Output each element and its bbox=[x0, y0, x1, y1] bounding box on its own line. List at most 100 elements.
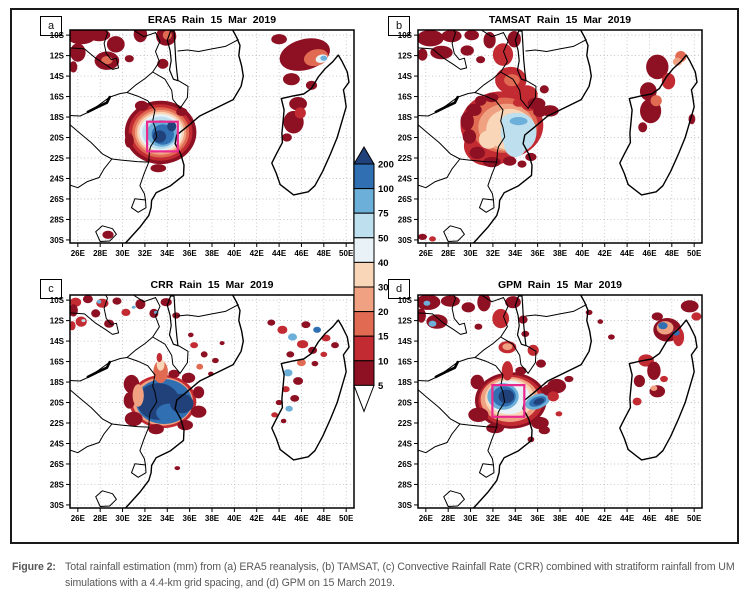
svg-text:30: 30 bbox=[378, 283, 389, 294]
svg-text:12S: 12S bbox=[50, 317, 65, 326]
panel-c-map: CRR Rain 15 Mar 2019 26E 28E 30E 32E 34E 36E 38… bbox=[50, 279, 355, 523]
svg-text:34E: 34E bbox=[508, 249, 523, 258]
svg-text:22S: 22S bbox=[398, 419, 413, 428]
svg-text:50: 50 bbox=[378, 233, 389, 244]
svg-text:38E: 38E bbox=[553, 249, 568, 258]
svg-text:50E: 50E bbox=[687, 514, 702, 523]
svg-text:48E: 48E bbox=[665, 249, 680, 258]
svg-text:14S: 14S bbox=[50, 337, 65, 346]
panel-d-study-box bbox=[491, 383, 526, 418]
svg-text:26E: 26E bbox=[71, 514, 86, 523]
svg-text:46E: 46E bbox=[642, 249, 657, 258]
svg-text:32E: 32E bbox=[486, 249, 501, 258]
colorbar-labels: 200 100 75 50 40 30 20 15 10 5 bbox=[378, 160, 394, 392]
panel-c-axis-labels: 26E 28E 30E 32E 34E 36E 38E 40E 42E 44E 46E 48E 50E 1… bbox=[50, 296, 354, 523]
caption-label: Figure 2: bbox=[12, 561, 56, 573]
panel-label-b: b bbox=[388, 16, 410, 36]
svg-text:32E: 32E bbox=[138, 514, 153, 523]
svg-text:28S: 28S bbox=[398, 480, 413, 489]
colorbar-arrow-top bbox=[353, 146, 375, 165]
svg-text:20S: 20S bbox=[398, 134, 413, 143]
svg-text:30E: 30E bbox=[115, 514, 130, 523]
svg-text:22S: 22S bbox=[50, 419, 65, 428]
svg-text:24S: 24S bbox=[398, 439, 413, 448]
svg-text:48E: 48E bbox=[665, 514, 680, 523]
svg-text:34E: 34E bbox=[160, 249, 175, 258]
panel-b-title: TAMSAT Rain 15 Mar 2019 bbox=[489, 14, 631, 26]
svg-text:26E: 26E bbox=[71, 249, 86, 258]
svg-text:20S: 20S bbox=[50, 399, 65, 408]
svg-text:16S: 16S bbox=[398, 93, 413, 102]
svg-text:16S: 16S bbox=[50, 358, 65, 367]
svg-text:12S: 12S bbox=[398, 317, 413, 326]
panel-label-d: d bbox=[388, 279, 410, 299]
svg-text:50E: 50E bbox=[339, 514, 354, 523]
svg-text:14S: 14S bbox=[398, 72, 413, 81]
svg-text:10S: 10S bbox=[50, 296, 65, 305]
svg-text:34E: 34E bbox=[508, 514, 523, 523]
svg-text:16S: 16S bbox=[398, 358, 413, 367]
svg-text:40E: 40E bbox=[227, 249, 242, 258]
svg-text:42E: 42E bbox=[250, 514, 265, 523]
svg-text:100: 100 bbox=[378, 184, 394, 195]
panel-label-a: a bbox=[40, 16, 62, 36]
svg-text:26S: 26S bbox=[398, 195, 413, 204]
svg-text:24S: 24S bbox=[398, 174, 413, 183]
svg-text:44E: 44E bbox=[272, 514, 287, 523]
svg-text:36E: 36E bbox=[183, 249, 198, 258]
svg-text:32E: 32E bbox=[486, 514, 501, 523]
svg-text:10: 10 bbox=[378, 356, 389, 367]
svg-text:16S: 16S bbox=[50, 93, 65, 102]
panel-c-coastlines bbox=[70, 295, 350, 508]
svg-text:5: 5 bbox=[378, 381, 384, 392]
panel-a-map: ERA5 Rain 15 Mar 2019 26E 28E 30E 32E 34E 36E 3… bbox=[50, 14, 355, 258]
svg-text:36E: 36E bbox=[531, 514, 546, 523]
svg-text:44E: 44E bbox=[620, 249, 635, 258]
svg-text:42E: 42E bbox=[598, 514, 613, 523]
panel-c-title: CRR Rain 15 Mar 2019 bbox=[151, 279, 274, 291]
svg-text:24S: 24S bbox=[50, 439, 65, 448]
caption-text: Total rainfall estimation (mm) from (a) … bbox=[65, 561, 735, 589]
colorbar-arrow-bottom bbox=[353, 384, 375, 413]
panel-d-map: GPM Rain 15 Mar 2019 26E 28E 30E 32E 34E 36E 38… bbox=[398, 279, 703, 523]
svg-text:46E: 46E bbox=[294, 514, 309, 523]
svg-text:44E: 44E bbox=[620, 514, 635, 523]
svg-text:26E: 26E bbox=[419, 249, 434, 258]
svg-text:18S: 18S bbox=[50, 378, 65, 387]
svg-text:200: 200 bbox=[378, 160, 394, 171]
svg-text:40E: 40E bbox=[575, 514, 590, 523]
panel-d-axis-labels: 26E 28E 30E 32E 34E 36E 38E 40E 42E 44E 46E 48E 50E 1… bbox=[398, 296, 702, 523]
svg-text:26S: 26S bbox=[50, 195, 65, 204]
svg-text:42E: 42E bbox=[250, 249, 265, 258]
svg-text:26S: 26S bbox=[398, 460, 413, 469]
svg-text:36E: 36E bbox=[183, 514, 198, 523]
panel-a-title: ERA5 Rain 15 Mar 2019 bbox=[148, 14, 276, 26]
svg-text:48E: 48E bbox=[317, 514, 332, 523]
svg-text:30S: 30S bbox=[50, 501, 65, 510]
svg-text:48E: 48E bbox=[317, 249, 332, 258]
panel-a-rainfall bbox=[70, 30, 330, 239]
panel-a-coastlines bbox=[70, 30, 350, 243]
svg-text:38E: 38E bbox=[553, 514, 568, 523]
svg-text:10S: 10S bbox=[398, 31, 413, 40]
svg-text:30S: 30S bbox=[50, 236, 65, 245]
svg-text:18S: 18S bbox=[398, 113, 413, 122]
colorbar: 200 100 75 50 40 30 20 15 10 5 bbox=[353, 146, 394, 413]
svg-text:50E: 50E bbox=[687, 249, 702, 258]
svg-text:20S: 20S bbox=[50, 134, 65, 143]
svg-text:30S: 30S bbox=[398, 236, 413, 245]
svg-text:36E: 36E bbox=[531, 249, 546, 258]
panel-b-rainfall bbox=[418, 30, 696, 242]
svg-text:30E: 30E bbox=[115, 249, 130, 258]
panel-a-study-box bbox=[145, 120, 179, 153]
svg-text:44E: 44E bbox=[272, 249, 287, 258]
svg-text:30S: 30S bbox=[398, 501, 413, 510]
svg-text:26S: 26S bbox=[50, 460, 65, 469]
svg-text:26E: 26E bbox=[419, 514, 434, 523]
svg-text:22S: 22S bbox=[398, 154, 413, 163]
svg-text:50E: 50E bbox=[339, 249, 354, 258]
svg-text:14S: 14S bbox=[50, 72, 65, 81]
panel-b-axis-labels: 26E 28E 30E 32E 34E 36E 38E 40E 42E 44E 46E 48E 50E 1… bbox=[398, 31, 702, 258]
svg-text:75: 75 bbox=[378, 209, 389, 220]
